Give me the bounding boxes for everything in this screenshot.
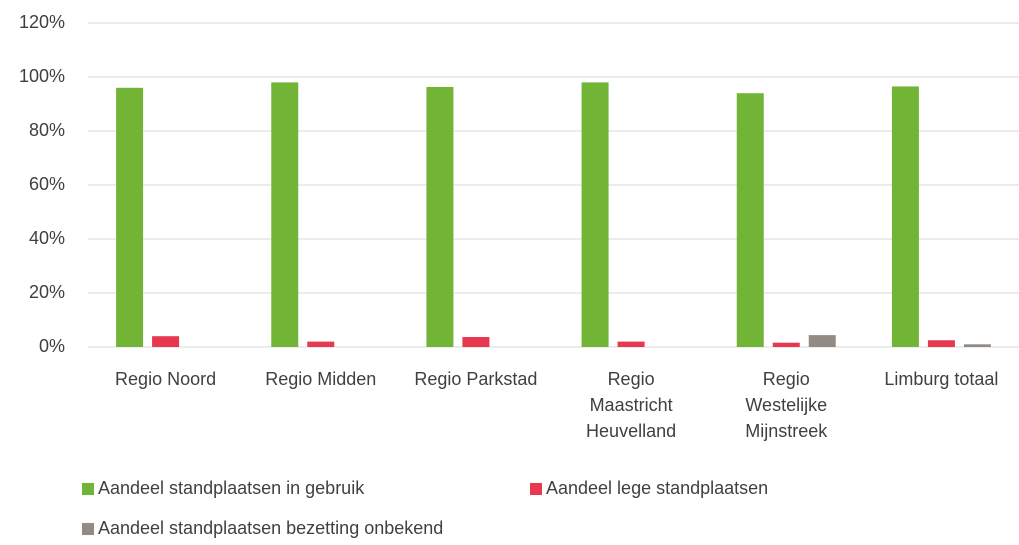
x-tick-label: Regio Midden	[265, 369, 377, 389]
bar	[772, 342, 800, 347]
y-tick-label: 120%	[19, 12, 65, 32]
bar	[963, 344, 991, 347]
bar	[271, 82, 299, 348]
y-tick-label: 20%	[29, 282, 65, 302]
bar	[617, 341, 645, 347]
legend-swatch	[530, 482, 542, 495]
legend-label: Aandeel lege standplaatsen	[546, 478, 769, 498]
y-tick-label: 80%	[29, 120, 65, 140]
legend-label: Aandeel standplaatsen bezetting onbekend	[98, 518, 444, 538]
x-tick-label: Regio Noord	[115, 369, 217, 389]
bar	[891, 86, 919, 347]
legend-item: Aandeel standplaatsen bezetting onbekend	[82, 518, 443, 539]
bar	[426, 86, 454, 348]
legend-swatch	[82, 522, 94, 535]
x-tick-label: Regio Westelijke Mijnstreek	[745, 369, 828, 441]
x-tick-label: Regio Parkstad	[414, 369, 538, 389]
legend-item: Aandeel lege standplaatsen	[530, 478, 768, 499]
y-tick-label: 40%	[29, 228, 65, 248]
legend-item: Aandeel standplaatsen in gebruik	[82, 478, 364, 499]
x-tick-label: Limburg totaal	[884, 369, 999, 389]
bar	[116, 87, 144, 348]
y-tick-label: 60%	[29, 174, 65, 194]
bar	[927, 340, 955, 347]
legend-swatch	[82, 482, 94, 495]
y-tick-label: 100%	[19, 66, 65, 86]
bar	[736, 93, 764, 347]
y-tick-label: 0%	[39, 336, 65, 356]
bar	[808, 335, 836, 347]
legend-label: Aandeel standplaatsen in gebruik	[98, 478, 365, 498]
bar	[462, 337, 490, 347]
bar	[152, 336, 180, 347]
x-tick-label: Regio Maastricht Heuvelland	[586, 369, 677, 441]
bar	[581, 82, 609, 348]
bar	[307, 341, 335, 347]
